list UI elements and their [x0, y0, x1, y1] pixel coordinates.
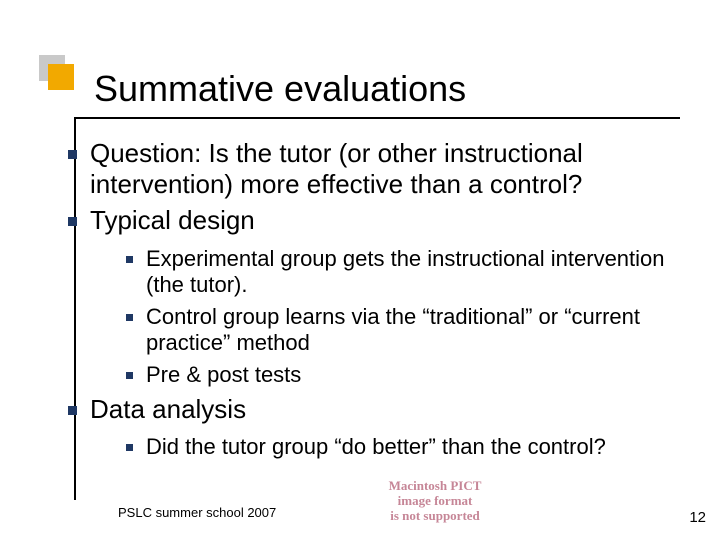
footer-text: PSLC summer school 2007 — [118, 505, 276, 520]
bullet-level1: Data analysis Did the tutor group “do be… — [58, 394, 686, 461]
bullet-text: Typical design — [90, 205, 255, 235]
missing-image-line: is not supported — [360, 509, 510, 524]
slide-body: Question: Is the tutor (or other instruc… — [58, 138, 686, 466]
bullet-level2: Did the tutor group “do better” than the… — [90, 434, 686, 460]
bullet-level2: Control group learns via the “traditiona… — [90, 304, 686, 356]
bullet-level1: Question: Is the tutor (or other instruc… — [58, 138, 686, 199]
bullet-text: Question: Is the tutor (or other instruc… — [90, 138, 583, 199]
missing-image-line: image format — [360, 494, 510, 509]
bullet-text: Data analysis — [90, 394, 246, 424]
bullet-level2: Pre & post tests — [90, 362, 686, 388]
slide: Summative evaluations Question: Is the t… — [0, 0, 720, 540]
horizontal-rule — [74, 117, 680, 119]
bullet-level2: Experimental group gets the instructiona… — [90, 246, 686, 298]
missing-image-line: Macintosh PICT — [360, 479, 510, 494]
bullet-text: Did the tutor group “do better” than the… — [146, 434, 606, 459]
missing-image-placeholder: Macintosh PICT image format is not suppo… — [360, 479, 510, 524]
page-number: 12 — [689, 509, 706, 526]
decor-orange-square — [48, 64, 74, 90]
slide-title: Summative evaluations — [94, 68, 466, 110]
bullet-level1: Typical design Experimental group gets t… — [58, 205, 686, 387]
bullet-text: Control group learns via the “traditiona… — [146, 304, 640, 355]
bullet-text: Experimental group gets the instructiona… — [146, 246, 665, 297]
bullet-text: Pre & post tests — [146, 362, 301, 387]
